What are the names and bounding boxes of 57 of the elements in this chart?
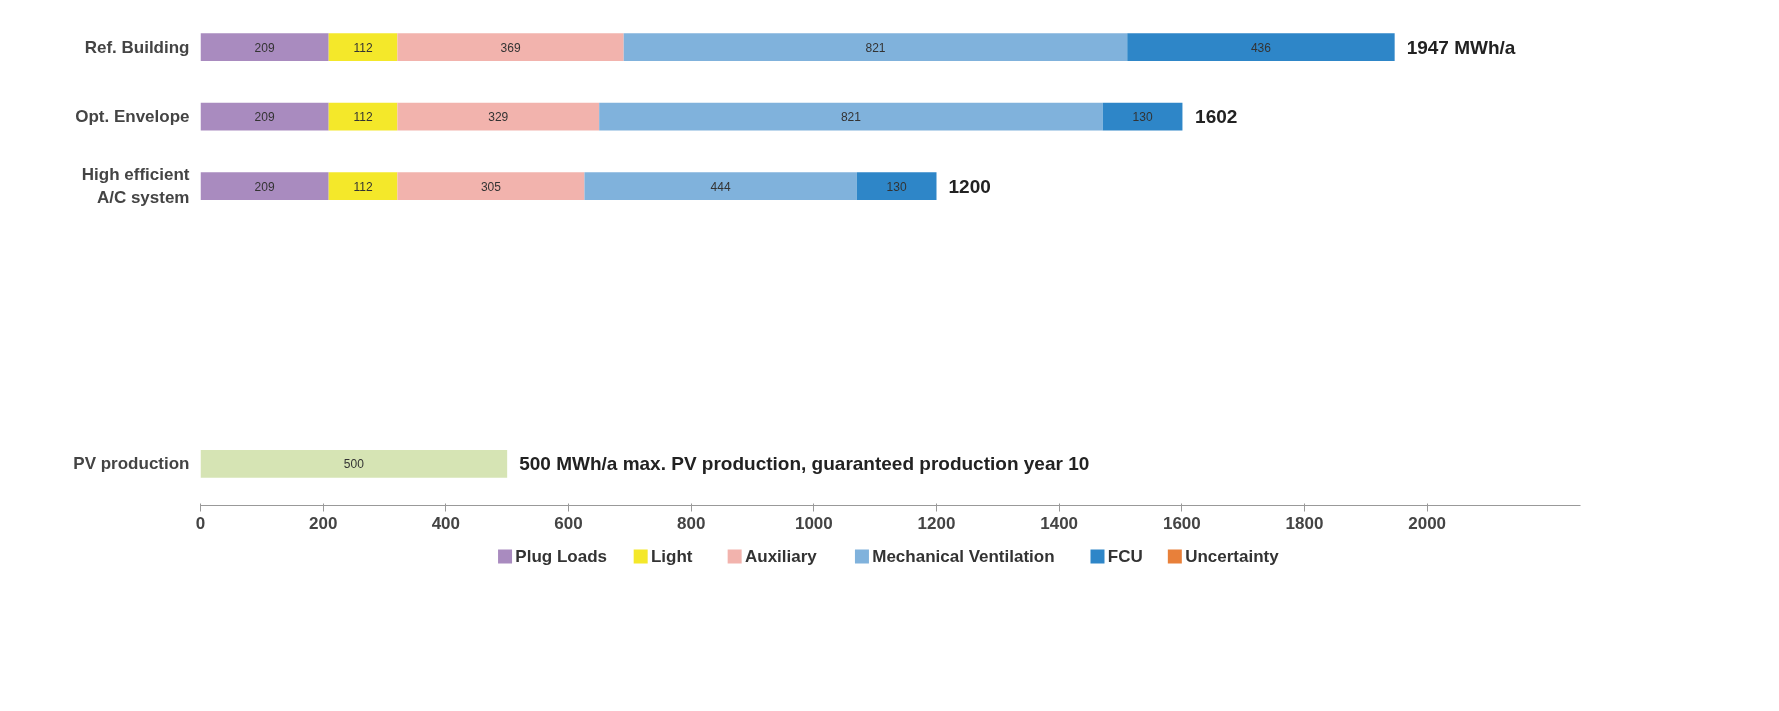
bar [328, 172, 398, 200]
data-label: 821 [865, 40, 886, 55]
data-label: 112 [353, 179, 373, 194]
x-tick-label: 1000 [794, 513, 833, 533]
x-tick-label: 400 [431, 513, 461, 533]
y-tick-label: High efficient A/C system [81, 165, 190, 207]
bar [1127, 33, 1395, 62]
bar [397, 33, 624, 62]
x-tick-label: 2000 [1408, 513, 1447, 533]
data-label: 369 [500, 40, 521, 55]
data-label: 209 [254, 179, 275, 194]
bar [328, 102, 398, 131]
bar [397, 172, 585, 200]
y-tick-label: Opt. Envelope [75, 107, 190, 127]
y-tick-label: PV production [73, 454, 190, 474]
data-label: 112 [353, 40, 373, 55]
bar [584, 172, 857, 200]
bar [623, 33, 1128, 62]
annotation: 500 MWh/a max. PV production, guaranteed production year 10 [519, 453, 1090, 475]
data-label: 209 [254, 40, 275, 55]
y-tick-label: Ref. Building [84, 37, 190, 57]
data-label: 444 [710, 179, 731, 194]
bar [856, 172, 937, 200]
x-tick-label: 1200 [917, 513, 956, 533]
bar [200, 449, 508, 478]
data-label: 130 [1132, 110, 1153, 125]
x-tick-label: 600 [554, 513, 583, 533]
x-tick-label: 200 [308, 513, 338, 533]
legend-label: Mechanical Ventilation [872, 547, 1055, 566]
bar [200, 102, 329, 131]
data-label: 436 [1250, 40, 1272, 55]
data-label: 305 [480, 179, 502, 194]
legend-label: Uncertainty [1185, 547, 1280, 566]
x-tick-label: 1600 [1162, 513, 1201, 533]
x-tick-label: 0 [195, 513, 206, 533]
legend-label: Plug Loads [515, 547, 607, 566]
data-label: 209 [254, 110, 275, 125]
bar [200, 33, 329, 62]
x-tick-label: 1800 [1285, 513, 1324, 533]
bar [200, 172, 329, 200]
bar [599, 102, 1103, 131]
legend-label: FCU [1107, 547, 1143, 566]
annotation: 1200 [948, 175, 991, 197]
data-label: 500 [343, 457, 365, 472]
x-tick-label: 800 [676, 513, 706, 533]
bar [1102, 102, 1183, 131]
annotation: 1947 MWh/a [1406, 36, 1516, 58]
bar [328, 33, 398, 62]
data-label: 130 [886, 179, 907, 194]
x-tick-label: 1400 [1040, 513, 1079, 533]
legend-label: Auxiliary [744, 547, 818, 566]
annotation: 1602 [1195, 106, 1238, 128]
data-label: 329 [488, 110, 509, 125]
data-label: 112 [353, 110, 373, 125]
data-label: 821 [840, 110, 862, 125]
bar [397, 102, 600, 131]
legend-label: Light [650, 547, 693, 566]
